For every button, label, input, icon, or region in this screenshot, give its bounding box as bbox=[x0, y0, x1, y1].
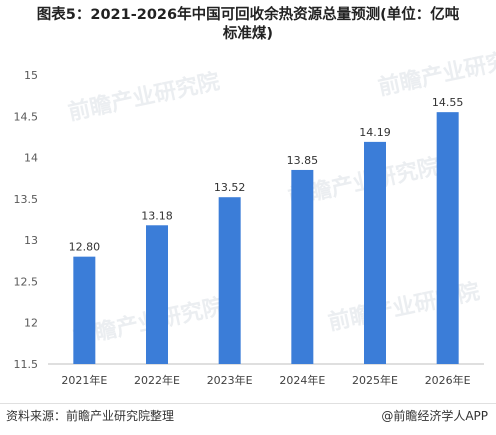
y-tick-label: 11.5 bbox=[14, 358, 39, 371]
brand-text: @前瞻经济学人APP bbox=[381, 409, 488, 423]
bar bbox=[146, 225, 168, 364]
bar-value-label: 14.19 bbox=[359, 126, 391, 139]
footer: 资料来源：前瞻产业研究院整理 @前瞻经济学人APP bbox=[0, 403, 496, 428]
y-tick-label: 13 bbox=[24, 234, 38, 247]
bar-value-label: 12.80 bbox=[69, 241, 101, 254]
chart-title-line1: 图表5：2021-2026年中国可回收余热资源总量预测(单位：亿吨 bbox=[36, 7, 460, 23]
y-tick-label: 15 bbox=[24, 69, 38, 82]
y-tick-label: 12 bbox=[24, 317, 38, 330]
chart-title: 图表5：2021-2026年中国可回收余热资源总量预测(单位：亿吨 标准煤) bbox=[8, 6, 488, 44]
bar-value-label: 13.18 bbox=[141, 209, 173, 222]
chart-axes: 11.5 12 12.5 13 13.5 14 14.5 15 bbox=[14, 69, 484, 371]
x-tick-label: 2025年E bbox=[352, 373, 398, 387]
chart-title-line2: 标准煤) bbox=[222, 26, 274, 42]
bar-value-label: 13.85 bbox=[287, 154, 319, 167]
x-tick-label: 2021年E bbox=[61, 373, 107, 387]
bar bbox=[291, 169, 314, 364]
x-tick-label: 2024年E bbox=[279, 373, 325, 387]
y-tick-label: 12.5 bbox=[14, 275, 39, 288]
chart-labels: 12.80 2021年E 13.18 2022年E 13.52 2023年E 13.85 20… bbox=[61, 96, 470, 387]
y-tick-label: 14 bbox=[24, 152, 38, 165]
chart-bars bbox=[73, 112, 459, 365]
source-text: 资料来源：前瞻产业研究院整理 bbox=[6, 409, 175, 423]
x-tick-label: 2023年E bbox=[207, 373, 253, 387]
x-tick-label: 2022年E bbox=[134, 373, 180, 387]
bar-value-label: 14.55 bbox=[432, 96, 464, 109]
watermark-text: 前瞻产业研究院 bbox=[66, 68, 222, 125]
bar bbox=[73, 256, 96, 364]
bar bbox=[436, 112, 459, 365]
bar-chart: 前瞻产业研究院前瞻产业研究院前瞻产业研究院前瞻产业研究院前瞻产业研究院 11.5… bbox=[14, 43, 496, 387]
bar-value-label: 13.52 bbox=[214, 181, 246, 194]
watermark-layer: 前瞻产业研究院前瞻产业研究院前瞻产业研究院前瞻产业研究院前瞻产业研究院 bbox=[66, 43, 496, 350]
watermark-text: 前瞻产业研究院 bbox=[376, 43, 496, 100]
y-tick-label: 14.5 bbox=[14, 110, 39, 123]
y-tick-label: 13.5 bbox=[14, 193, 39, 206]
x-tick-label: 2026年E bbox=[425, 373, 471, 387]
bar bbox=[218, 197, 241, 364]
bar bbox=[364, 141, 386, 364]
